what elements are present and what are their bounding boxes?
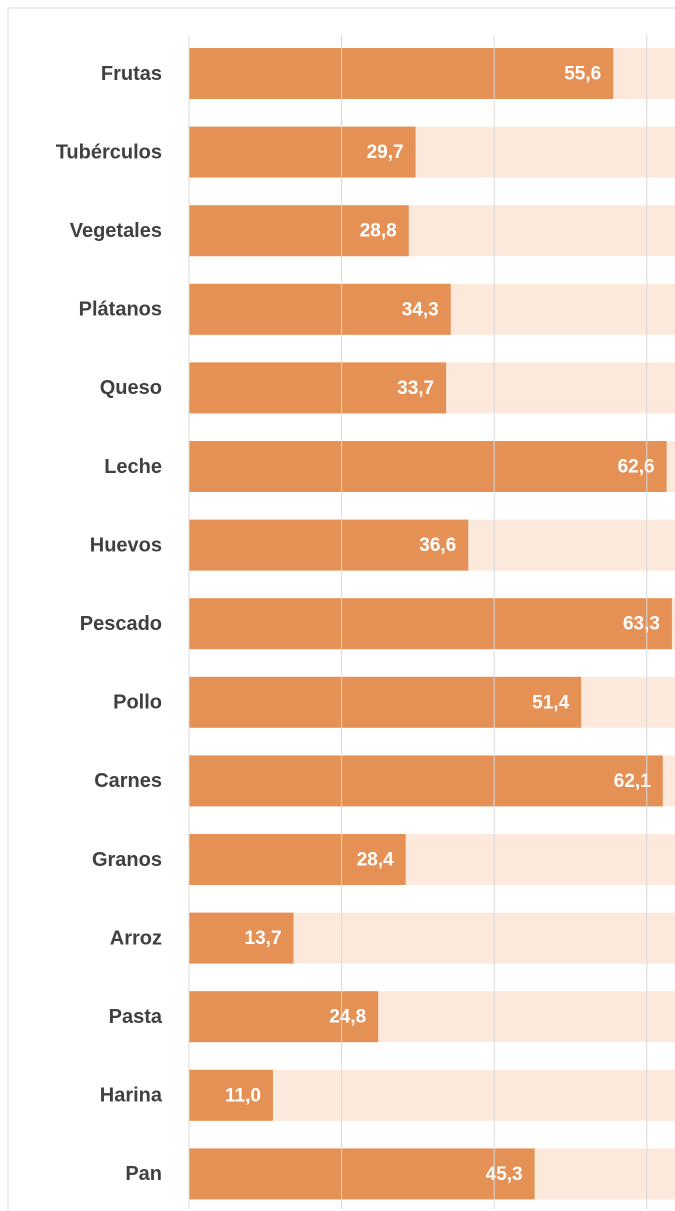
data-label: 36,6 bbox=[419, 535, 456, 556]
y-tick-label: Huevos bbox=[90, 534, 162, 556]
bar bbox=[189, 755, 663, 807]
bar bbox=[189, 598, 672, 650]
bar bbox=[189, 48, 614, 99]
data-label: 13,7 bbox=[245, 928, 282, 949]
bar bbox=[189, 441, 667, 492]
bar bbox=[189, 126, 416, 178]
y-tick-label: Pescado bbox=[80, 613, 162, 635]
y-tick-label: Vegetales bbox=[70, 220, 162, 242]
data-label: 51,4 bbox=[532, 692, 569, 713]
data-label: 11,0 bbox=[225, 1085, 261, 1106]
y-tick-label: Leche bbox=[104, 456, 162, 478]
data-label: 55,6 bbox=[564, 64, 601, 85]
bar bbox=[189, 519, 469, 571]
bar bbox=[189, 991, 379, 1043]
y-tick-label: Granos bbox=[92, 849, 162, 871]
data-label: 45,3 bbox=[486, 1164, 523, 1185]
bar bbox=[189, 676, 582, 728]
data-label: 29,7 bbox=[367, 142, 404, 163]
y-tick-label: Carnes bbox=[94, 770, 162, 792]
data-label: 28,4 bbox=[357, 850, 394, 871]
data-label: 33,7 bbox=[397, 378, 434, 399]
y-tick-label: Pan bbox=[125, 1163, 162, 1185]
data-label: 63,3 bbox=[623, 614, 660, 635]
bar bbox=[189, 834, 406, 885]
data-label: 34,3 bbox=[402, 299, 439, 320]
y-tick-label: Tubérculos bbox=[56, 141, 162, 163]
y-tick-label: Harina bbox=[100, 1085, 163, 1107]
bar bbox=[189, 912, 294, 964]
data-label: 62,6 bbox=[618, 457, 655, 478]
y-tick-label: Plátanos bbox=[79, 299, 162, 321]
data-label: 28,8 bbox=[360, 221, 397, 242]
y-tick-label: Pasta bbox=[109, 1006, 163, 1028]
y-tick-label: Arroz bbox=[110, 927, 162, 949]
bar bbox=[189, 362, 447, 414]
data-label: 62,1 bbox=[614, 771, 651, 792]
bar bbox=[189, 283, 451, 335]
y-tick-label: Frutas bbox=[101, 63, 162, 85]
data-label: 24,8 bbox=[329, 1007, 366, 1028]
y-tick-label: Queso bbox=[100, 377, 162, 399]
y-tick-label: Pollo bbox=[113, 692, 162, 714]
bar bbox=[189, 205, 409, 257]
bar bbox=[189, 1069, 273, 1121]
bar bbox=[189, 1148, 535, 1200]
